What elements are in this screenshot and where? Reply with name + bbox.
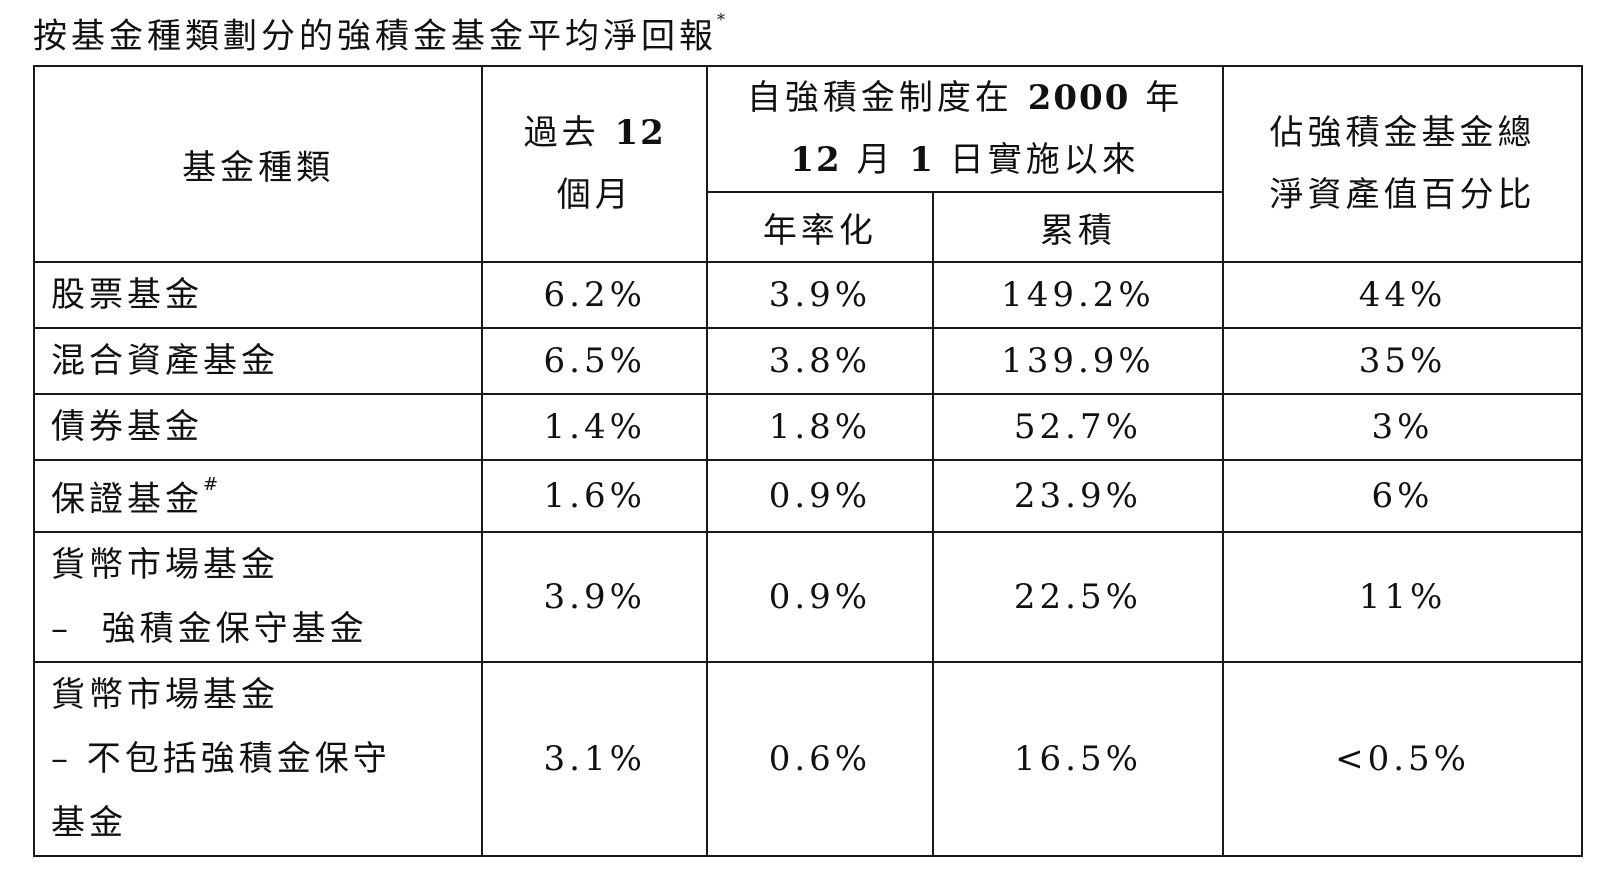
- header-fund-type-label: 基金種類: [182, 147, 335, 188]
- past-12-months-cell: 1.6%: [481, 458, 709, 534]
- guaranteed-fund-footnote-mark: #: [203, 474, 219, 495]
- header-share-line1: 佔強積金基金總: [1269, 113, 1536, 153]
- title-footnote-mark: *: [717, 10, 725, 29]
- fund-type-label: 債券基金: [51, 407, 203, 447]
- fund-type-sublabel-continued: 基金: [51, 803, 127, 844]
- header-past-12-line1-num: 12: [614, 113, 666, 153]
- cumulative-cell: 22.5%: [931, 531, 1225, 664]
- share-cell: 35%: [1222, 327, 1583, 395]
- header-row-2: 年率化 累積: [34, 191, 1582, 263]
- header-since-line2-tail: 日實施以來: [949, 140, 1140, 180]
- document-title: 按基金種類劃分的強積金基金平均淨回報*: [33, 6, 725, 60]
- annualized-cell: 0.9%: [706, 458, 934, 534]
- past-12-months-cell: 3.1%: [481, 661, 709, 858]
- past-12-months-cell: 6.2%: [481, 261, 709, 329]
- header-since-line2-mid: 月: [856, 140, 895, 180]
- table-row: 貨幣市場基金 – 強積金保守基金 3.9% 0.9% 22.5% 11%: [32, 531, 1583, 664]
- header-since-line1-tail: 年: [1145, 78, 1184, 118]
- past-12-months-cell: 6.5%: [481, 327, 709, 395]
- header-since-line2: 12 月 1 日實施以來: [708, 129, 1222, 191]
- header-since-line2-num1: 12: [790, 140, 842, 180]
- fund-type-sublabel: – 不包括強積金保守: [51, 739, 391, 780]
- header-cumulative: 累積: [931, 191, 1225, 263]
- header-share-line2: 淨資產值百分比: [1269, 175, 1536, 215]
- fund-type-label: 保證基金: [51, 479, 203, 520]
- header-past-12-months: 過去 12 個月: [481, 65, 709, 263]
- share-cell: 11%: [1222, 531, 1583, 664]
- header-since-line1-num: 2000: [1027, 78, 1131, 118]
- annualized-cell: 0.9%: [706, 531, 934, 664]
- share-cell: 3%: [1222, 393, 1583, 461]
- table-row: 股票基金 6.2% 3.9% 149.2% 44%: [32, 261, 1583, 329]
- fund-type-sublabel: – 強積金保守基金: [51, 609, 368, 650]
- header-row-1: 基金種類 過去 12 個月 自強積金制度在 2000 年 12 月 1: [32, 65, 1583, 263]
- table-row: 保證基金# 1.6% 0.9% 23.9% 6%: [32, 458, 1583, 534]
- header-annualized: 年率化: [706, 191, 934, 263]
- fund-type-cell: 債券基金: [32, 393, 484, 461]
- header-past-12-line1-text: 過去: [523, 113, 600, 153]
- share-cell: 44%: [1222, 261, 1583, 329]
- cumulative-cell: 139.9%: [931, 327, 1225, 395]
- header-fund-type: 基金種類: [32, 65, 484, 263]
- header-cumulative-label: 累積: [1039, 210, 1116, 251]
- annualized-cell: 3.8%: [706, 327, 934, 395]
- header-share-of-nav: 佔強積金基金總 淨資產值百分比: [1222, 65, 1583, 263]
- fund-type-cell: 貨幣市場基金 – 不包括強積金保守 基金: [32, 661, 484, 858]
- table-row: 債券基金 1.4% 1.8% 52.7% 3%: [32, 393, 1583, 461]
- annualized-cell: 3.9%: [706, 261, 934, 329]
- title-text: 按基金種類劃分的強積金基金平均淨回報: [33, 16, 717, 57]
- header-past-12-line2: 個月: [556, 175, 633, 215]
- cumulative-cell: 23.9%: [931, 458, 1225, 534]
- fund-type-label: 股票基金: [51, 275, 203, 315]
- table-row: 貨幣市場基金 – 不包括強積金保守 基金 3.1% 0.6% 16.5% <0.…: [32, 661, 1583, 858]
- fund-type-cell: 混合資產基金: [32, 327, 484, 395]
- header-since-line1-text: 自強積金制度在: [746, 78, 1013, 118]
- annualized-cell: 0.6%: [706, 661, 934, 858]
- header-past-12-line1: 過去 12: [483, 102, 706, 164]
- fund-type-label: 混合資產基金: [51, 341, 279, 381]
- share-cell: 6%: [1222, 458, 1583, 534]
- fund-type-label: 貨幣市場基金: [51, 675, 279, 716]
- header-annualized-label: 年率化: [762, 210, 877, 251]
- fund-type-label: 貨幣市場基金: [51, 545, 279, 586]
- share-cell: <0.5%: [1222, 661, 1583, 858]
- header-since-line1: 自強積金制度在 2000 年: [708, 67, 1222, 129]
- table-row: 混合資產基金 6.5% 3.8% 139.9% 35%: [32, 327, 1583, 395]
- returns-table: 基金種類 過去 12 個月 自強積金制度在 2000 年 12 月 1: [32, 65, 1583, 858]
- past-12-months-cell: 3.9%: [481, 531, 709, 664]
- fund-type-cell: 股票基金: [32, 261, 484, 329]
- header-since-inception: 自強積金制度在 2000 年 12 月 1 日實施以來: [706, 65, 1225, 193]
- fund-type-cell: 保證基金#: [32, 458, 484, 534]
- cumulative-cell: 149.2%: [931, 261, 1225, 329]
- fund-type-cell: 貨幣市場基金 – 強積金保守基金: [32, 531, 484, 664]
- cumulative-cell: 16.5%: [931, 661, 1225, 858]
- past-12-months-cell: 1.4%: [481, 393, 709, 461]
- annualized-cell: 1.8%: [706, 393, 934, 461]
- header-since-line2-num2: 1: [909, 140, 935, 180]
- cumulative-cell: 52.7%: [931, 393, 1225, 461]
